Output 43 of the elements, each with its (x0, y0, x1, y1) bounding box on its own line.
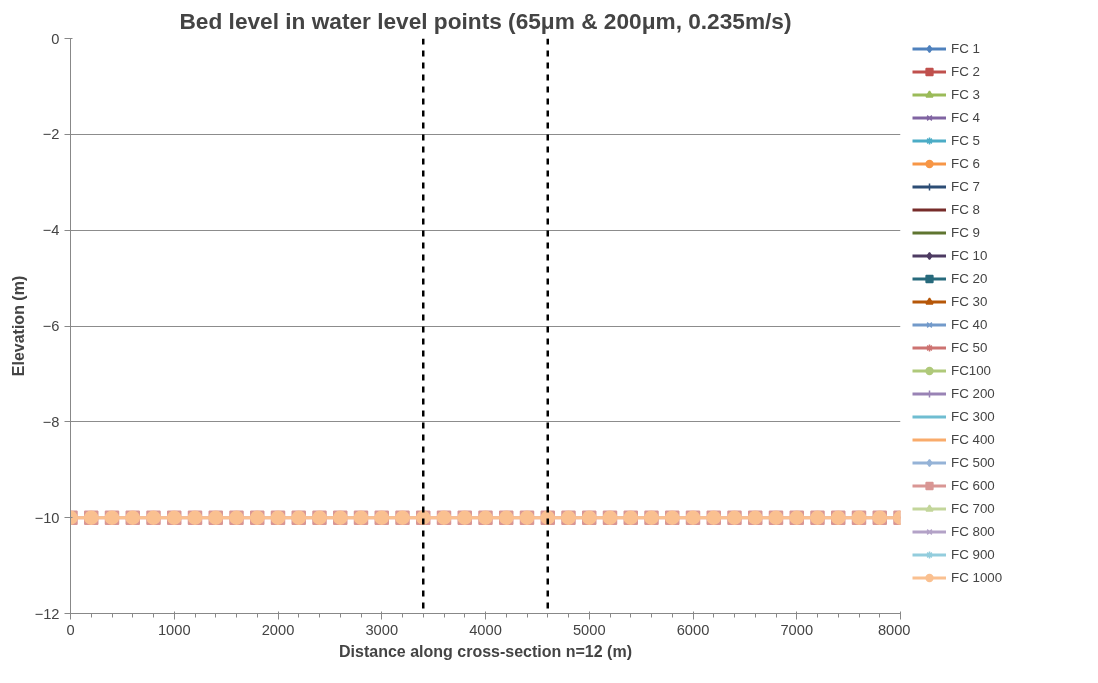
legend-label: FC 500 (951, 454, 995, 471)
legend-label: FC 7 (951, 178, 980, 195)
legend-label: FC 800 (951, 523, 995, 540)
x-tick-label: 0 (66, 621, 75, 638)
x-tick-label: 7000 (780, 621, 814, 638)
y-tick-label: −6 (42, 318, 60, 334)
legend-label: FC 600 (951, 477, 995, 494)
legend-label: FC 50 (951, 339, 988, 356)
legend-label: FC100 (951, 362, 992, 379)
x-axis-title: Distance along cross-section n=12 (m) (339, 642, 632, 660)
x-tick-label: 5000 (572, 621, 606, 638)
legend-label: FC 900 (951, 546, 995, 563)
y-tick-label: −10 (34, 509, 60, 526)
legend-label: FC 300 (951, 408, 995, 425)
y-tick-label: −4 (42, 222, 60, 239)
legend-label: FC 3 (951, 86, 980, 103)
y-tick-label: 0 (51, 30, 60, 47)
x-tick-label: 6000 (676, 621, 710, 638)
legend-label: FC 5 (951, 132, 980, 149)
legend-label: FC 200 (951, 385, 995, 402)
x-tick-label: 4000 (469, 621, 502, 638)
x-tick-label: 1000 (157, 621, 191, 638)
y-tick-label: −8 (42, 413, 60, 430)
legend-label: FC 20 (951, 270, 988, 287)
legend-label: FC 8 (951, 201, 980, 218)
x-tick-label: 2000 (261, 621, 295, 638)
legend-label: FC 700 (951, 500, 995, 517)
legend-label: FC 6 (951, 155, 980, 172)
legend-label: FC 30 (951, 293, 988, 310)
chart-title: Bed level in water level points (65μm & 200μm, 0.235m/s) (179, 7, 792, 34)
legend-label: FC 40 (951, 316, 988, 333)
legend-label: FC 400 (951, 431, 995, 448)
x-tick-label: 8000 (877, 621, 911, 638)
y-tick-label: −2 (42, 126, 60, 143)
legend-label: FC 4 (951, 109, 980, 126)
x-tick-label: 3000 (365, 621, 399, 638)
legend-label: FC 1000 (951, 569, 1003, 586)
legend-label: FC 10 (951, 247, 988, 264)
legend-label: FC 1 (951, 40, 980, 57)
legend-label: FC 2 (951, 63, 980, 80)
y-tick-label: −12 (34, 605, 60, 622)
legend-label: FC 9 (951, 224, 980, 241)
y-axis-title: Elevation (m) (9, 275, 27, 377)
